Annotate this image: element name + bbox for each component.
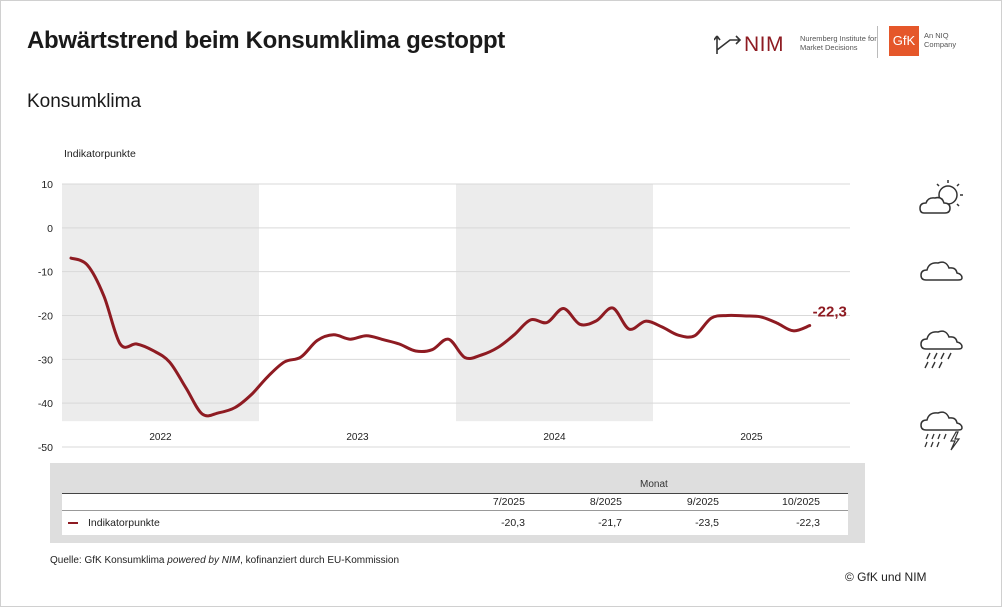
x-year-label: 2024 — [543, 432, 566, 443]
table-cell: -23,5 — [695, 517, 719, 529]
table-header-rule — [62, 510, 848, 511]
gfk-logo-subtext: An NIQ Company — [924, 31, 957, 49]
y-tick-label: 10 — [41, 179, 53, 191]
logo-divider — [877, 26, 878, 58]
source-note: Quelle: GfK Konsumklima powered by NIM, … — [50, 555, 399, 566]
table-column-header: 9/2025 — [686, 496, 719, 508]
table-month-header: Monat — [640, 479, 668, 490]
chart-subtitle: Konsumklima — [27, 91, 142, 112]
y-tick-label: -40 — [38, 398, 53, 410]
sun-cloud-icon — [919, 180, 963, 214]
x-year-label: 2023 — [346, 432, 369, 443]
gridlines — [62, 183, 850, 448]
y-axis-label: Indikatorpunkte — [64, 148, 136, 160]
nim-logo-subtext: Nuremberg Institute for Market Decisions — [800, 34, 877, 52]
source-italic: powered by NIM — [167, 555, 241, 566]
legend-line-marker — [68, 522, 78, 525]
page-title: Abwärtstrend beim Konsumklima gestoppt — [27, 27, 505, 54]
table-cell: -20,3 — [501, 517, 525, 529]
y-axis-ticks: 10 0 -10 -20 -30 -40 -50 — [38, 179, 53, 454]
cloud-icon — [920, 261, 963, 281]
copyright-note: © GfK und NIM — [845, 570, 927, 584]
table-column-header: 7/2025 — [492, 496, 525, 508]
rain-cloud-icon — [920, 330, 963, 369]
consumer-climate-chart: 10 0 -10 -20 -30 -40 -50 2022 2023 2024 2025 Indi… — [38, 148, 850, 454]
source-suffix: , kofinanziert durch EU-Kommission — [240, 555, 400, 566]
x-year-label: 2022 — [149, 432, 172, 443]
table-row-label: Indikatorpunkte — [68, 517, 160, 529]
table-body: 7/2025 8/2025 9/2025 10/2025 Indikatorpu… — [62, 493, 848, 535]
y-tick-label: 0 — [47, 223, 53, 235]
storm-cloud-icon — [920, 411, 963, 451]
table-row-label-text: Indikatorpunkte — [88, 517, 160, 529]
nim-arrow-icon — [714, 35, 742, 54]
data-table: Monat 7/2025 8/2025 9/2025 10/2025 Indik… — [50, 463, 865, 543]
year-shading — [62, 184, 653, 422]
nim-logo-text: NIM — [744, 33, 784, 56]
table-column-header: 10/2025 — [782, 496, 820, 508]
table-top-rule — [62, 493, 848, 494]
table-cell: -22,3 — [796, 517, 820, 529]
year-shade-band — [62, 184, 259, 422]
y-tick-label: -30 — [38, 354, 53, 366]
table-column-header: 8/2025 — [589, 496, 622, 508]
x-year-label: 2025 — [740, 432, 763, 443]
series-line-indikatorpunkte — [69, 256, 812, 418]
end-value-label: -22,3 — [813, 304, 847, 321]
logo-group: NIM Nuremberg Institute for Market Decis… — [714, 24, 974, 64]
x-axis-year-labels: 2022 2023 2024 2025 — [149, 432, 763, 443]
source-prefix: Quelle: GfK Konsumklima — [50, 555, 168, 566]
y-tick-label: -50 — [38, 442, 53, 454]
gfk-logo: GfK — [889, 26, 919, 56]
table-cell: -21,7 — [598, 517, 622, 529]
year-shade-band — [456, 184, 653, 422]
y-tick-label: -20 — [38, 311, 53, 323]
y-tick-label: -10 — [38, 267, 53, 279]
